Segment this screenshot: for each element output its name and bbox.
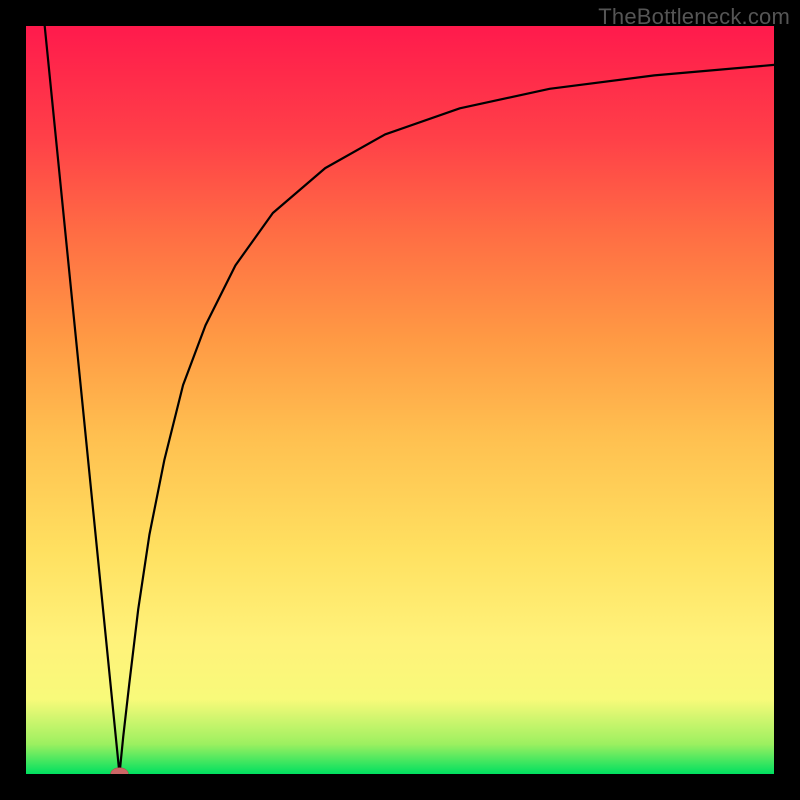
- gradient-background: [26, 26, 774, 774]
- chart-container: TheBottleneck.com: [0, 0, 800, 800]
- chart-canvas: [0, 0, 800, 800]
